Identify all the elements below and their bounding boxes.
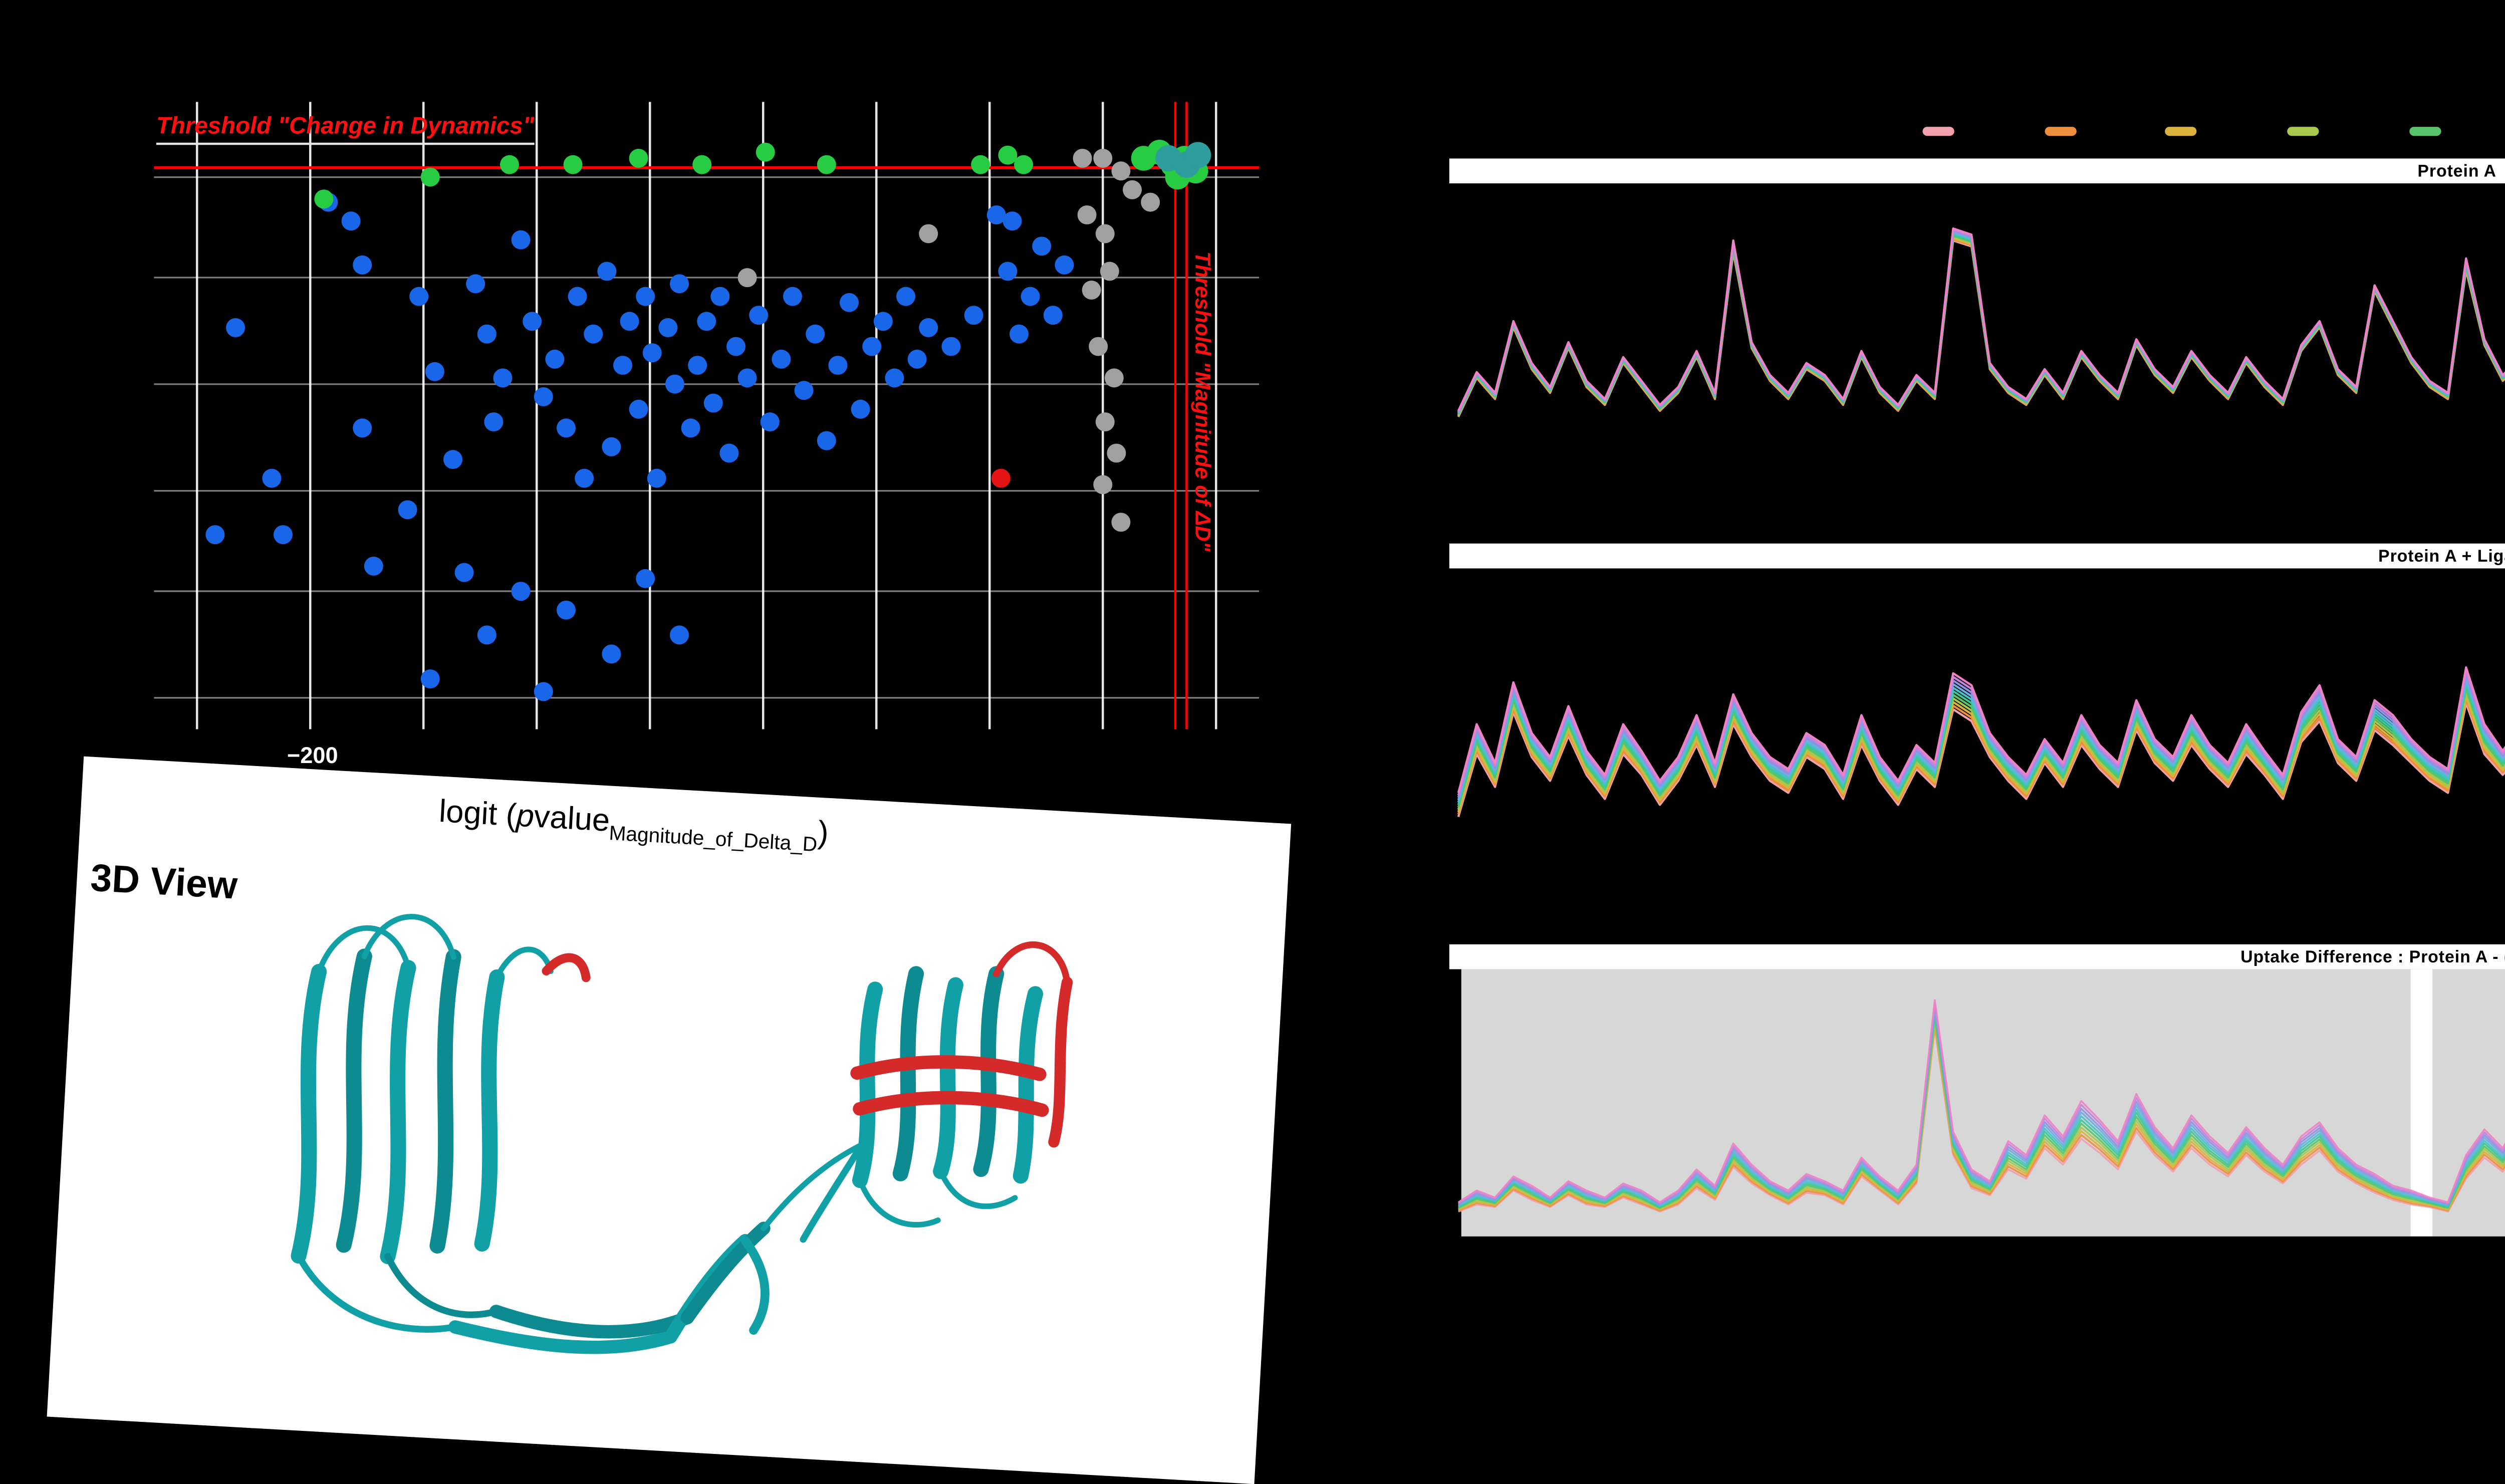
chart-title-protein-a: Protein A bbox=[1449, 158, 2505, 184]
axis-label-p: p bbox=[515, 796, 536, 834]
threshold-magnitude-label: Threshold "Magnitude of ΔD" bbox=[1189, 251, 1214, 552]
uptake-difference-chart[interactable]: Uptake Difference : Protein A - (Protein… bbox=[1449, 944, 2505, 1236]
protein-ribbon-structure[interactable] bbox=[168, 853, 1218, 1421]
uptake-chart-protein-a[interactable]: Protein A bbox=[1449, 158, 2505, 524]
legend-dash bbox=[2287, 127, 2319, 135]
volcano-scatter-svg[interactable] bbox=[154, 102, 1260, 729]
volcano-x-axis-label: logit (pvalueMagnitude_of_Delta_D) bbox=[438, 792, 830, 856]
volcano-x-tick-label: −200 bbox=[287, 745, 338, 770]
axis-label-mid: value bbox=[533, 797, 611, 838]
hdx-dashboard: Threshold "Change in Dynamics" Threshold… bbox=[47, 102, 2505, 1484]
structure-3d-panel[interactable]: logit (pvalueMagnitude_of_Delta_D) 3D Vi… bbox=[47, 756, 1292, 1484]
timepoint-legend bbox=[1922, 127, 2505, 135]
legend-dash bbox=[2409, 127, 2441, 135]
volcano-plot[interactable]: Threshold "Change in Dynamics" Threshold… bbox=[154, 102, 1260, 770]
legend-dash bbox=[2044, 127, 2076, 135]
legend-dash bbox=[1922, 127, 1954, 135]
teal-ribbons bbox=[291, 914, 1044, 1354]
uptake-al-svg[interactable] bbox=[1449, 568, 2505, 908]
red-highlight-segments bbox=[542, 941, 1073, 1148]
axis-label-pre: logit ( bbox=[438, 792, 518, 833]
axis-label-post: ) bbox=[817, 813, 830, 850]
diff-svg[interactable] bbox=[1449, 969, 2505, 1236]
legend-dash bbox=[2165, 127, 2198, 135]
chart-title-protein-a-ligand: Protein A + Ligand bbox=[1449, 543, 2505, 569]
axis-label-sub: Magnitude_of_Delta_D bbox=[608, 821, 818, 856]
threshold-change-in-dynamics-label: Threshold "Change in Dynamics" bbox=[156, 113, 535, 145]
uptake-a-svg[interactable] bbox=[1449, 183, 2505, 524]
chart-title-uptake-difference: Uptake Difference : Protein A - (Protein… bbox=[1449, 944, 2505, 969]
uptake-chart-protein-a-ligand[interactable]: Protein A + Ligand bbox=[1449, 543, 2505, 908]
